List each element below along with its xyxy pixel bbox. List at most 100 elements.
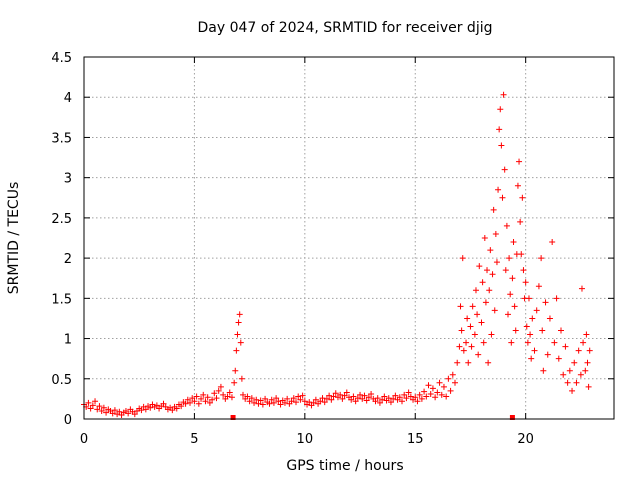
data-point — [100, 404, 107, 411]
data-point — [573, 379, 580, 386]
data-point — [535, 283, 542, 290]
x-tick-label: 20 — [517, 432, 534, 447]
data-point — [447, 387, 454, 394]
data-point — [507, 291, 514, 298]
data-point — [220, 391, 227, 398]
data-point — [312, 396, 319, 403]
data-point — [457, 303, 464, 310]
data-point — [248, 395, 255, 402]
data-point — [500, 91, 507, 98]
data-point — [142, 406, 149, 413]
data-point — [297, 396, 304, 403]
data-point — [160, 400, 167, 407]
data-point — [228, 394, 235, 401]
data-point — [540, 367, 547, 374]
data-point — [488, 331, 495, 338]
y-tick-label: 0.5 — [51, 373, 72, 388]
data-point — [98, 407, 105, 414]
data-point — [517, 218, 524, 225]
data-point — [566, 367, 573, 374]
data-point — [456, 343, 463, 350]
data-point — [352, 398, 359, 405]
data-point — [321, 399, 328, 406]
data-point — [189, 395, 196, 402]
data-point — [418, 395, 425, 402]
y-tick-label: 3.5 — [51, 131, 72, 146]
data-point — [575, 347, 582, 354]
data-point — [503, 222, 510, 229]
data-point — [191, 398, 198, 405]
data-point — [585, 383, 592, 390]
data-point — [484, 267, 491, 274]
grid — [84, 57, 614, 419]
data-point — [467, 323, 474, 330]
data-point — [497, 106, 504, 113]
data-point — [583, 331, 590, 338]
data-point — [94, 406, 101, 413]
data-point — [478, 319, 485, 326]
data-point — [341, 392, 348, 399]
data-point — [505, 311, 511, 318]
data-point — [438, 391, 445, 398]
data-point — [562, 343, 569, 350]
data-point — [374, 395, 381, 402]
data-point — [560, 371, 567, 378]
data-point — [299, 392, 306, 399]
data-point — [125, 410, 132, 417]
data-point — [553, 295, 560, 302]
data-point — [231, 379, 238, 386]
data-point — [337, 391, 344, 398]
data-point — [569, 387, 576, 394]
data-point — [520, 267, 527, 274]
data-point — [434, 389, 441, 396]
data-point — [217, 383, 224, 390]
data-point — [407, 393, 414, 400]
data-point — [226, 389, 233, 396]
data-point — [178, 403, 185, 410]
data-point — [578, 285, 585, 292]
y-tick-label: 1.5 — [51, 292, 72, 307]
data-point — [551, 339, 558, 346]
data-point — [379, 396, 386, 403]
data-point — [323, 395, 330, 402]
data-point — [465, 359, 472, 366]
data-point — [510, 239, 517, 246]
data-point — [138, 407, 145, 414]
data-point — [339, 395, 346, 402]
data-point — [319, 395, 326, 402]
data-point — [528, 355, 535, 362]
data-point — [531, 347, 538, 354]
data-point — [89, 402, 96, 409]
y-tick-label: 4.5 — [51, 51, 72, 66]
data-point — [555, 355, 562, 362]
data-point — [290, 395, 297, 402]
data-point — [476, 263, 483, 270]
data-point — [463, 339, 470, 346]
data-point — [396, 394, 403, 401]
data-point — [498, 142, 505, 149]
y-tick-label: 4 — [64, 91, 72, 106]
data-point — [486, 287, 493, 294]
data-point — [399, 398, 405, 405]
data-point — [240, 391, 246, 398]
data-point — [401, 391, 408, 398]
data-point — [469, 303, 476, 310]
data-point — [257, 397, 264, 404]
data-point — [368, 391, 375, 398]
data-point — [213, 395, 220, 402]
data-point — [328, 396, 335, 403]
y-tick-label: 2.5 — [51, 212, 72, 227]
data-point — [236, 311, 243, 318]
data-point — [310, 399, 317, 406]
data-point — [464, 315, 471, 322]
data-point — [266, 400, 273, 407]
data-point — [238, 375, 245, 382]
data-point — [288, 398, 295, 405]
data-point — [459, 255, 466, 262]
data-point — [479, 279, 486, 286]
data-point — [387, 399, 394, 406]
data-point — [385, 395, 392, 402]
data-point — [414, 398, 421, 405]
data-point — [193, 393, 200, 400]
